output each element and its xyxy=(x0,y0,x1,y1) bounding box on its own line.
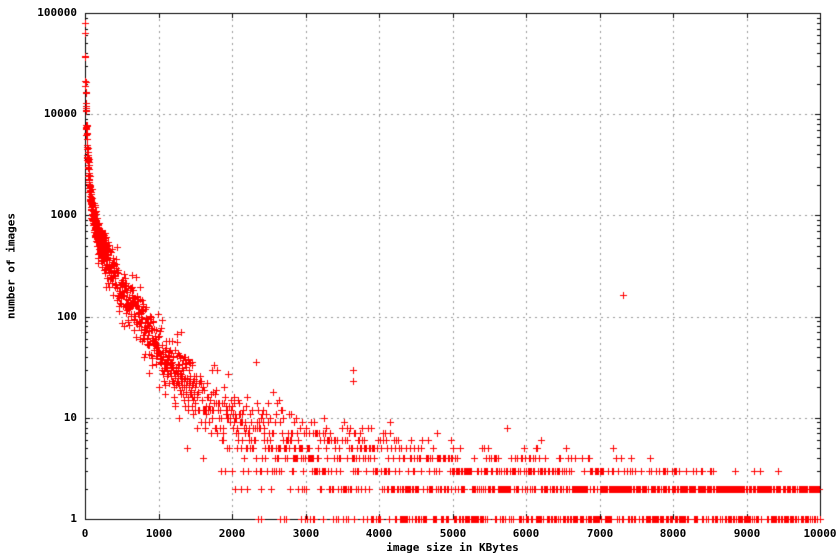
x-tick-label-8000: 8000 xyxy=(659,527,687,540)
x-tick-label-9000: 9000 xyxy=(733,527,761,540)
x-tick-label-0: 0 xyxy=(81,527,89,540)
x-tick-label-1000: 1000 xyxy=(145,527,173,540)
x-tick-label-2000: 2000 xyxy=(218,527,246,540)
x-tick-label-3000: 3000 xyxy=(292,527,320,540)
y-tick-label-1000: 1000 xyxy=(50,208,78,221)
x-axis-title: image size in KBytes xyxy=(386,541,519,554)
y-tick-label-100000: 100000 xyxy=(37,6,77,19)
x-tick-label-10000: 10000 xyxy=(803,527,837,540)
y-tick-label-1: 1 xyxy=(70,512,77,525)
x-tick-label-6000: 6000 xyxy=(512,527,540,540)
y-axis-title: number of images xyxy=(4,213,18,319)
y-tick-label-10000: 10000 xyxy=(43,107,77,120)
x-tick-label-4000: 4000 xyxy=(365,527,393,540)
y-tick-label-10: 10 xyxy=(63,411,77,424)
x-tick-label-5000: 5000 xyxy=(439,527,467,540)
y-tick-label-100: 100 xyxy=(57,310,77,323)
x-tick-label-7000: 7000 xyxy=(586,527,614,540)
